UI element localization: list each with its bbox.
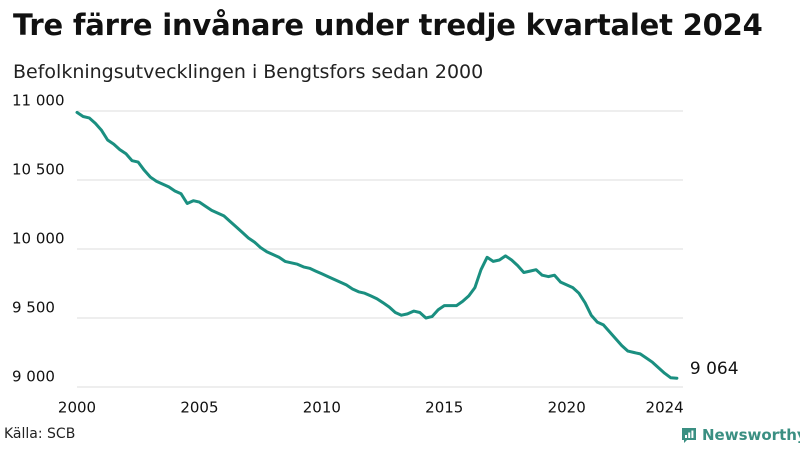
gridlines [77, 110, 683, 388]
source-note: Källa: SCB [4, 426, 76, 442]
y-axis-ticks: 9 000 9 500 10 000 10 500 11 000 [12, 92, 65, 386]
x-axis-ticks: 2000 2005 2010 2015 2020 2024 [58, 399, 684, 417]
end-value-label: 9 064 [690, 359, 739, 379]
x-tick-label: 2020 [548, 399, 586, 417]
chart-title: Tre färre invånare under tredje kvartale… [13, 8, 763, 42]
newsworthy-logo-icon [682, 427, 696, 443]
brand-name: Newsworthy [702, 426, 800, 444]
y-tick-label: 10 500 [12, 161, 65, 179]
series-layer [75, 110, 679, 380]
brand-logo[interactable]: Newsworthy [681, 426, 800, 444]
x-tick-label: 2010 [303, 399, 341, 417]
y-tick-label: 9 500 [12, 299, 55, 317]
chart-subtitle: Befolkningsutvecklingen i Bengtsfors sed… [13, 61, 484, 83]
series-line [75, 110, 679, 380]
x-tick-label: 2005 [180, 399, 218, 417]
y-tick-label: 10 000 [12, 230, 65, 248]
y-tick-label: 9 000 [12, 368, 55, 386]
y-tick-label: 11 000 [12, 92, 65, 110]
x-tick-label: 2000 [58, 399, 96, 417]
x-tick-label: 2015 [425, 399, 463, 417]
x-tick-label: 2024 [646, 399, 684, 417]
